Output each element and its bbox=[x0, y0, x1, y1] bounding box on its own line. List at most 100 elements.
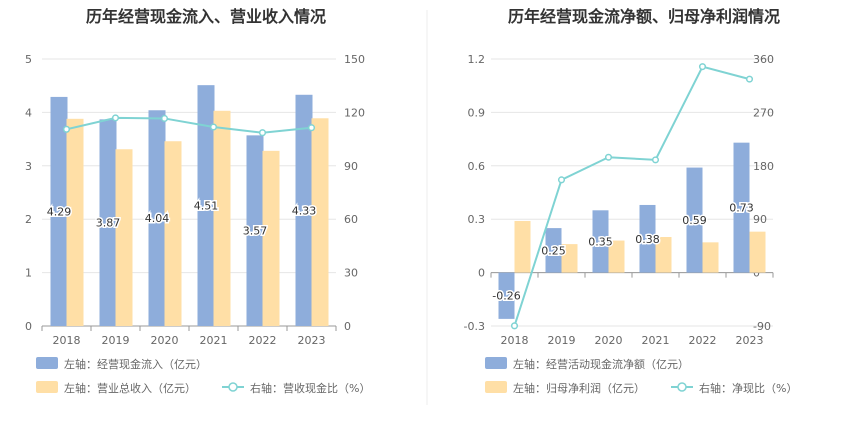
chart-right: 历年经营现金流净额、归母净利润情况 -0.300.30.60.91.2-9009… bbox=[464, 7, 798, 395]
bar-secondary bbox=[164, 141, 182, 326]
x-tick-label: 2021 bbox=[200, 334, 228, 347]
bar-secondary bbox=[213, 110, 231, 326]
bar-primary bbox=[50, 96, 68, 326]
bar-secondary bbox=[514, 220, 531, 273]
line-point bbox=[111, 114, 120, 122]
line-point bbox=[510, 322, 519, 330]
y-left-tick-label: 0.6 bbox=[468, 160, 486, 173]
x-tick-label: 2023 bbox=[736, 334, 764, 347]
bar-primary bbox=[197, 85, 215, 326]
line-point bbox=[698, 63, 707, 71]
data-label: 4.33 bbox=[292, 204, 317, 217]
bar-primary bbox=[686, 167, 703, 273]
chart-left-plot: 0 1 2 3 4 5 0 30 60 90 120 150 2018 2019 2020 2021 2022 2… bbox=[25, 53, 365, 347]
legend-swatch bbox=[485, 381, 507, 393]
bar-secondary bbox=[115, 149, 133, 326]
legend-label: 左轴：经营活动现金流净额（亿元） bbox=[513, 357, 689, 371]
bar-secondary bbox=[749, 231, 766, 273]
y-right-tick-label: 360 bbox=[753, 53, 774, 66]
line-point bbox=[258, 129, 267, 137]
legend-swatch bbox=[36, 381, 58, 393]
data-label: -0.26 bbox=[492, 290, 520, 303]
legend-label: 右轴：净现比（%） bbox=[699, 381, 797, 395]
chart-left-legend: 左轴：经营现金流入（亿元） 左轴：营业总收入（亿元） 右轴：营收现金比（%） bbox=[36, 357, 370, 395]
data-label: 0.35 bbox=[588, 235, 613, 248]
x-tick-label: 2022 bbox=[249, 334, 277, 347]
x-tick-label: 2023 bbox=[298, 334, 326, 347]
line-point bbox=[745, 75, 754, 83]
chart-left-title: 历年经营现金流入、营业收入情况 bbox=[86, 7, 326, 26]
line-point bbox=[557, 176, 566, 184]
y-right-tick-label: 120 bbox=[344, 106, 365, 119]
data-label: 4.29 bbox=[47, 205, 72, 218]
chart-right-legend: 左轴：经营活动现金流净额（亿元） 左轴：归母净利润（亿元） 右轴：净现比（%） bbox=[485, 357, 797, 395]
bar-secondary bbox=[608, 240, 625, 273]
y-left-tick-label: -0.3 bbox=[464, 320, 485, 333]
x-tick-label: 2020 bbox=[151, 334, 179, 347]
x-tick-label: 2020 bbox=[595, 334, 623, 347]
y-left-tick-label: 1.2 bbox=[468, 53, 486, 66]
y-right-tick-label: -90 bbox=[753, 320, 771, 333]
data-label: 0.73 bbox=[729, 202, 754, 215]
y-left-tick-label: 0 bbox=[25, 320, 32, 333]
y-left-tick-label: 0 bbox=[478, 267, 485, 280]
x-tick-label: 2021 bbox=[642, 334, 670, 347]
legend-line-marker bbox=[677, 382, 687, 392]
legend-label: 右轴：营收现金比（%） bbox=[250, 381, 370, 395]
bar-secondary bbox=[655, 237, 672, 273]
line-point bbox=[307, 124, 316, 132]
bar-secondary bbox=[561, 244, 578, 273]
bar-secondary bbox=[262, 150, 280, 326]
data-label: 0.59 bbox=[682, 214, 707, 227]
legend-label: 左轴：营业总收入（亿元） bbox=[64, 381, 196, 395]
data-label: 0.25 bbox=[541, 244, 566, 257]
y-right-tick-label: 270 bbox=[753, 106, 774, 119]
x-tick-label: 2018 bbox=[53, 334, 81, 347]
y-right-tick-label: 0 bbox=[344, 320, 351, 333]
y-left-tick-label: 1 bbox=[25, 267, 32, 280]
chart-right-plot: -0.300.30.60.91.2-9009018027036020182019… bbox=[464, 53, 774, 347]
line-point bbox=[604, 153, 613, 161]
line-point bbox=[651, 156, 660, 164]
line-point bbox=[62, 125, 71, 133]
y-left-tick-label: 0.9 bbox=[468, 106, 486, 119]
x-tick-label: 2019 bbox=[548, 334, 576, 347]
bar-primary bbox=[246, 135, 264, 326]
series-line bbox=[66, 116, 312, 134]
data-label: 4.04 bbox=[145, 212, 170, 225]
bar-primary bbox=[639, 204, 656, 273]
y-right-tick-label: 30 bbox=[344, 267, 358, 280]
y-right-tick-label: 60 bbox=[344, 213, 358, 226]
legend-label: 左轴：归母净利润（亿元） bbox=[513, 381, 645, 395]
legend-line-marker bbox=[228, 382, 238, 392]
y-left-tick-label: 5 bbox=[25, 53, 32, 66]
y-right-tick-label: 150 bbox=[344, 53, 365, 66]
bar-primary bbox=[148, 110, 166, 326]
series-line bbox=[513, 65, 750, 327]
legend-swatch bbox=[485, 357, 507, 369]
bar-primary bbox=[592, 210, 609, 273]
bar-secondary bbox=[702, 242, 719, 273]
chart-left: 历年经营现金流入、营业收入情况 0 1 2 3 4 5 0 30 60 90 120 150 2018 2… bbox=[25, 7, 370, 395]
bar-primary bbox=[295, 94, 313, 326]
x-tick-label: 2019 bbox=[102, 334, 130, 347]
bar-secondary bbox=[66, 118, 84, 326]
y-right-tick-label: 90 bbox=[344, 160, 358, 173]
y-right-tick-label: 90 bbox=[753, 213, 767, 226]
y-left-tick-label: 4 bbox=[25, 106, 32, 119]
bar-primary bbox=[99, 119, 117, 326]
legend-label: 左轴：经营现金流入（亿元） bbox=[64, 357, 207, 371]
bar-primary bbox=[733, 142, 750, 273]
chart-right-title: 历年经营现金流净额、归母净利润情况 bbox=[508, 7, 780, 26]
bar-secondary bbox=[311, 118, 329, 326]
legend-swatch bbox=[36, 357, 58, 369]
data-label: 0.38 bbox=[635, 233, 660, 246]
bar-primary bbox=[498, 272, 515, 319]
data-label: 4.51 bbox=[194, 200, 219, 213]
data-label: 3.57 bbox=[243, 225, 268, 238]
y-left-tick-label: 0.3 bbox=[468, 213, 486, 226]
line-point bbox=[160, 114, 169, 123]
line-point bbox=[209, 123, 218, 131]
data-label: 3.87 bbox=[96, 217, 121, 230]
